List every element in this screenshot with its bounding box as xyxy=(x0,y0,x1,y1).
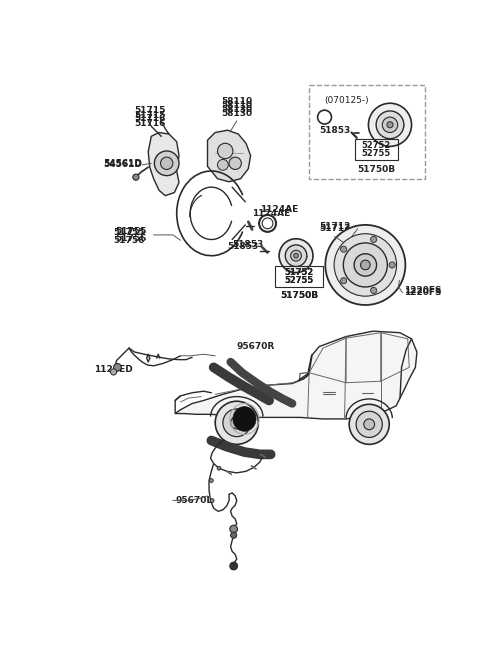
Circle shape xyxy=(114,364,121,371)
Circle shape xyxy=(279,239,313,272)
Circle shape xyxy=(160,157,173,170)
Circle shape xyxy=(369,103,411,146)
Circle shape xyxy=(217,143,233,159)
Text: 1129ED: 1129ED xyxy=(94,365,132,374)
Circle shape xyxy=(110,369,117,375)
Circle shape xyxy=(364,419,374,430)
Text: 58110: 58110 xyxy=(221,101,252,110)
Polygon shape xyxy=(148,132,179,196)
Circle shape xyxy=(230,417,243,429)
Circle shape xyxy=(229,157,241,170)
Circle shape xyxy=(155,151,179,176)
Text: 1124AE: 1124AE xyxy=(260,205,298,214)
Polygon shape xyxy=(175,331,417,419)
Circle shape xyxy=(230,525,238,533)
Text: 51712: 51712 xyxy=(319,222,350,231)
Text: 51853: 51853 xyxy=(232,240,264,250)
Circle shape xyxy=(334,234,396,296)
Circle shape xyxy=(215,402,258,444)
Text: 51716: 51716 xyxy=(134,114,166,123)
Circle shape xyxy=(341,278,347,284)
Circle shape xyxy=(349,404,389,444)
Bar xyxy=(309,84,425,179)
Text: 1220FS: 1220FS xyxy=(404,286,441,295)
Circle shape xyxy=(210,498,214,502)
Circle shape xyxy=(387,122,393,128)
Text: 58130: 58130 xyxy=(221,105,252,114)
Polygon shape xyxy=(207,130,251,182)
Text: 52755: 52755 xyxy=(285,276,314,285)
Text: 54561D: 54561D xyxy=(104,160,143,170)
Circle shape xyxy=(209,479,213,483)
Bar xyxy=(355,139,398,160)
Text: 51752: 51752 xyxy=(285,268,314,277)
Text: 1220FS: 1220FS xyxy=(404,288,441,297)
Circle shape xyxy=(217,159,228,170)
Text: 52752: 52752 xyxy=(361,141,391,150)
Circle shape xyxy=(217,466,221,470)
Text: 51712: 51712 xyxy=(319,224,350,233)
Text: 51756: 51756 xyxy=(115,234,146,243)
Text: 52755: 52755 xyxy=(285,276,314,285)
Circle shape xyxy=(382,117,398,132)
Text: 51752: 51752 xyxy=(285,268,314,277)
Text: 95670R: 95670R xyxy=(237,342,275,351)
Circle shape xyxy=(376,111,404,139)
Text: 51715: 51715 xyxy=(134,111,166,120)
Text: 51756: 51756 xyxy=(113,236,144,245)
Text: 58130: 58130 xyxy=(221,109,252,118)
Text: 54561D: 54561D xyxy=(104,159,143,168)
Text: 51755: 51755 xyxy=(113,228,144,237)
Ellipse shape xyxy=(233,407,256,431)
Text: 51755: 51755 xyxy=(115,227,146,236)
Circle shape xyxy=(325,225,406,305)
Circle shape xyxy=(371,236,377,242)
Text: 95670L: 95670L xyxy=(175,496,212,505)
Text: 58110: 58110 xyxy=(221,97,252,106)
Bar xyxy=(275,266,323,288)
Text: 51715: 51715 xyxy=(134,107,166,115)
Text: 51853: 51853 xyxy=(319,126,350,136)
Circle shape xyxy=(294,253,299,258)
Text: 1124AE: 1124AE xyxy=(252,209,290,218)
Text: 51853: 51853 xyxy=(227,242,258,251)
Text: (070125-): (070125-) xyxy=(324,96,369,105)
Circle shape xyxy=(371,288,377,293)
Circle shape xyxy=(356,411,382,438)
Circle shape xyxy=(230,562,238,570)
Text: 51750B: 51750B xyxy=(357,165,395,174)
Text: 51750B: 51750B xyxy=(280,291,318,300)
Circle shape xyxy=(133,174,139,180)
Circle shape xyxy=(360,260,370,270)
Text: 51716: 51716 xyxy=(134,119,166,128)
Circle shape xyxy=(389,262,395,268)
Circle shape xyxy=(285,245,307,267)
Circle shape xyxy=(354,253,377,276)
Circle shape xyxy=(223,409,251,437)
Text: 52755: 52755 xyxy=(361,149,391,158)
Circle shape xyxy=(291,250,301,261)
Circle shape xyxy=(341,246,347,252)
Circle shape xyxy=(343,243,387,287)
Circle shape xyxy=(230,532,237,538)
Text: 51750B: 51750B xyxy=(280,291,318,300)
